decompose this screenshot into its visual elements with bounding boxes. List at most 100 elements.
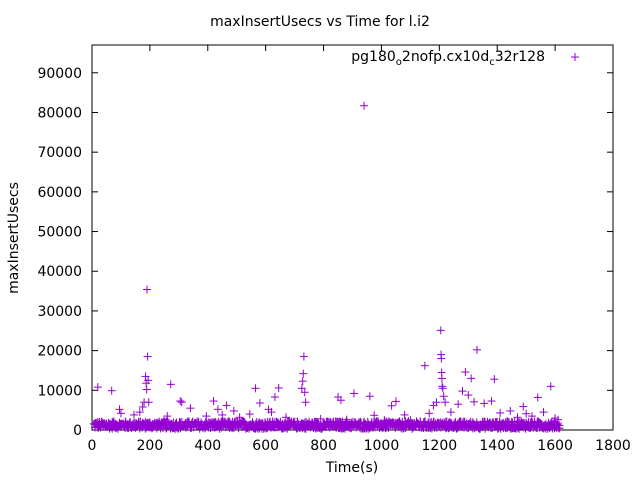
x-tick-label: 1000 bbox=[364, 438, 400, 454]
data-point bbox=[135, 408, 144, 417]
data-point bbox=[519, 402, 528, 411]
y-tick-label: 40000 bbox=[37, 264, 82, 280]
data-point bbox=[222, 401, 231, 410]
data-point bbox=[215, 424, 224, 433]
y-tick-label: 10000 bbox=[37, 383, 82, 399]
data-point bbox=[527, 412, 536, 421]
data-point bbox=[274, 383, 283, 392]
data-point bbox=[255, 399, 264, 408]
data-point bbox=[555, 424, 564, 433]
data-point bbox=[439, 392, 448, 401]
data-point bbox=[472, 418, 481, 427]
data-point bbox=[116, 409, 125, 418]
data-point bbox=[441, 398, 450, 407]
data-point bbox=[267, 408, 276, 417]
data-point bbox=[209, 397, 218, 406]
x-tick-label: 1400 bbox=[479, 438, 515, 454]
data-point bbox=[336, 396, 345, 405]
x-tick-label: 400 bbox=[194, 438, 221, 454]
plot-frame bbox=[91, 44, 614, 431]
data-point bbox=[496, 408, 505, 417]
data-point bbox=[437, 354, 446, 363]
data-point bbox=[406, 416, 415, 425]
data-point bbox=[464, 391, 473, 400]
data-point bbox=[166, 380, 175, 389]
data-point bbox=[391, 397, 400, 406]
y-tick-label: 70000 bbox=[37, 145, 82, 161]
data-point bbox=[298, 377, 307, 386]
data-point bbox=[251, 384, 260, 393]
data-point bbox=[461, 368, 470, 377]
data-point bbox=[218, 410, 227, 419]
data-point bbox=[342, 415, 351, 424]
data-point bbox=[300, 388, 309, 397]
data-point bbox=[299, 352, 308, 361]
x-axis-label: Time(s) bbox=[325, 460, 378, 476]
legend-marker bbox=[571, 53, 579, 61]
data-point bbox=[143, 352, 152, 361]
chart-title: maxInsertUsecs vs Time for l.i2 bbox=[210, 14, 430, 30]
y-tick-label: 50000 bbox=[37, 225, 82, 241]
data-point bbox=[506, 406, 515, 415]
data-point bbox=[400, 410, 409, 419]
data-point bbox=[370, 411, 379, 420]
data-point bbox=[470, 397, 479, 406]
data-point bbox=[425, 409, 434, 418]
data-point bbox=[142, 285, 151, 294]
data-point bbox=[142, 385, 151, 394]
data-point bbox=[454, 400, 463, 409]
legend-label: pg180o2nofp.cx10dc32r128 bbox=[351, 49, 545, 68]
data-point bbox=[234, 424, 243, 433]
data-point bbox=[202, 412, 211, 421]
data-point bbox=[546, 382, 555, 391]
data-point bbox=[533, 393, 542, 402]
data-point bbox=[163, 412, 172, 421]
data-point bbox=[186, 404, 195, 413]
x-tick-label: 600 bbox=[252, 438, 279, 454]
data-point bbox=[522, 409, 531, 418]
data-point bbox=[316, 414, 325, 423]
data-points bbox=[89, 101, 564, 433]
data-point bbox=[571, 53, 579, 61]
data-point bbox=[270, 393, 279, 402]
y-tick-label: 30000 bbox=[37, 304, 82, 320]
data-point bbox=[138, 402, 147, 411]
data-point bbox=[107, 386, 116, 395]
data-point bbox=[115, 405, 124, 414]
x-tick-label: 200 bbox=[137, 438, 164, 454]
data-point bbox=[487, 397, 496, 406]
data-point bbox=[365, 392, 374, 401]
y-tick-label: 60000 bbox=[37, 185, 82, 201]
data-point bbox=[144, 398, 153, 407]
data-point bbox=[349, 389, 358, 398]
data-point bbox=[480, 399, 489, 408]
data-point bbox=[177, 398, 186, 407]
data-point bbox=[472, 345, 481, 354]
y-tick-label: 90000 bbox=[37, 66, 82, 82]
data-point bbox=[436, 326, 445, 335]
data-point bbox=[438, 382, 447, 391]
y-axis-label: maxInsertUsecs bbox=[6, 182, 22, 294]
x-tick-label: 1600 bbox=[537, 438, 573, 454]
data-point bbox=[446, 408, 455, 417]
y-tick-label: 0 bbox=[73, 423, 82, 439]
data-point bbox=[176, 397, 185, 406]
x-tick-label: 1200 bbox=[422, 438, 458, 454]
data-point bbox=[235, 413, 244, 422]
legend: pg180o2nofp.cx10dc32r128 bbox=[351, 49, 579, 68]
data-point bbox=[245, 410, 254, 419]
data-point bbox=[301, 398, 310, 407]
data-point bbox=[437, 374, 446, 383]
x-tick-label: 800 bbox=[310, 438, 337, 454]
x-tick-label: 0 bbox=[88, 438, 97, 454]
y-tick-label: 80000 bbox=[37, 105, 82, 121]
data-point bbox=[539, 408, 548, 417]
data-point bbox=[380, 416, 389, 425]
data-point bbox=[93, 383, 102, 392]
data-point bbox=[281, 413, 290, 422]
data-point bbox=[438, 384, 447, 393]
data-point bbox=[554, 415, 563, 424]
data-point bbox=[432, 398, 441, 407]
data-point bbox=[229, 406, 238, 415]
